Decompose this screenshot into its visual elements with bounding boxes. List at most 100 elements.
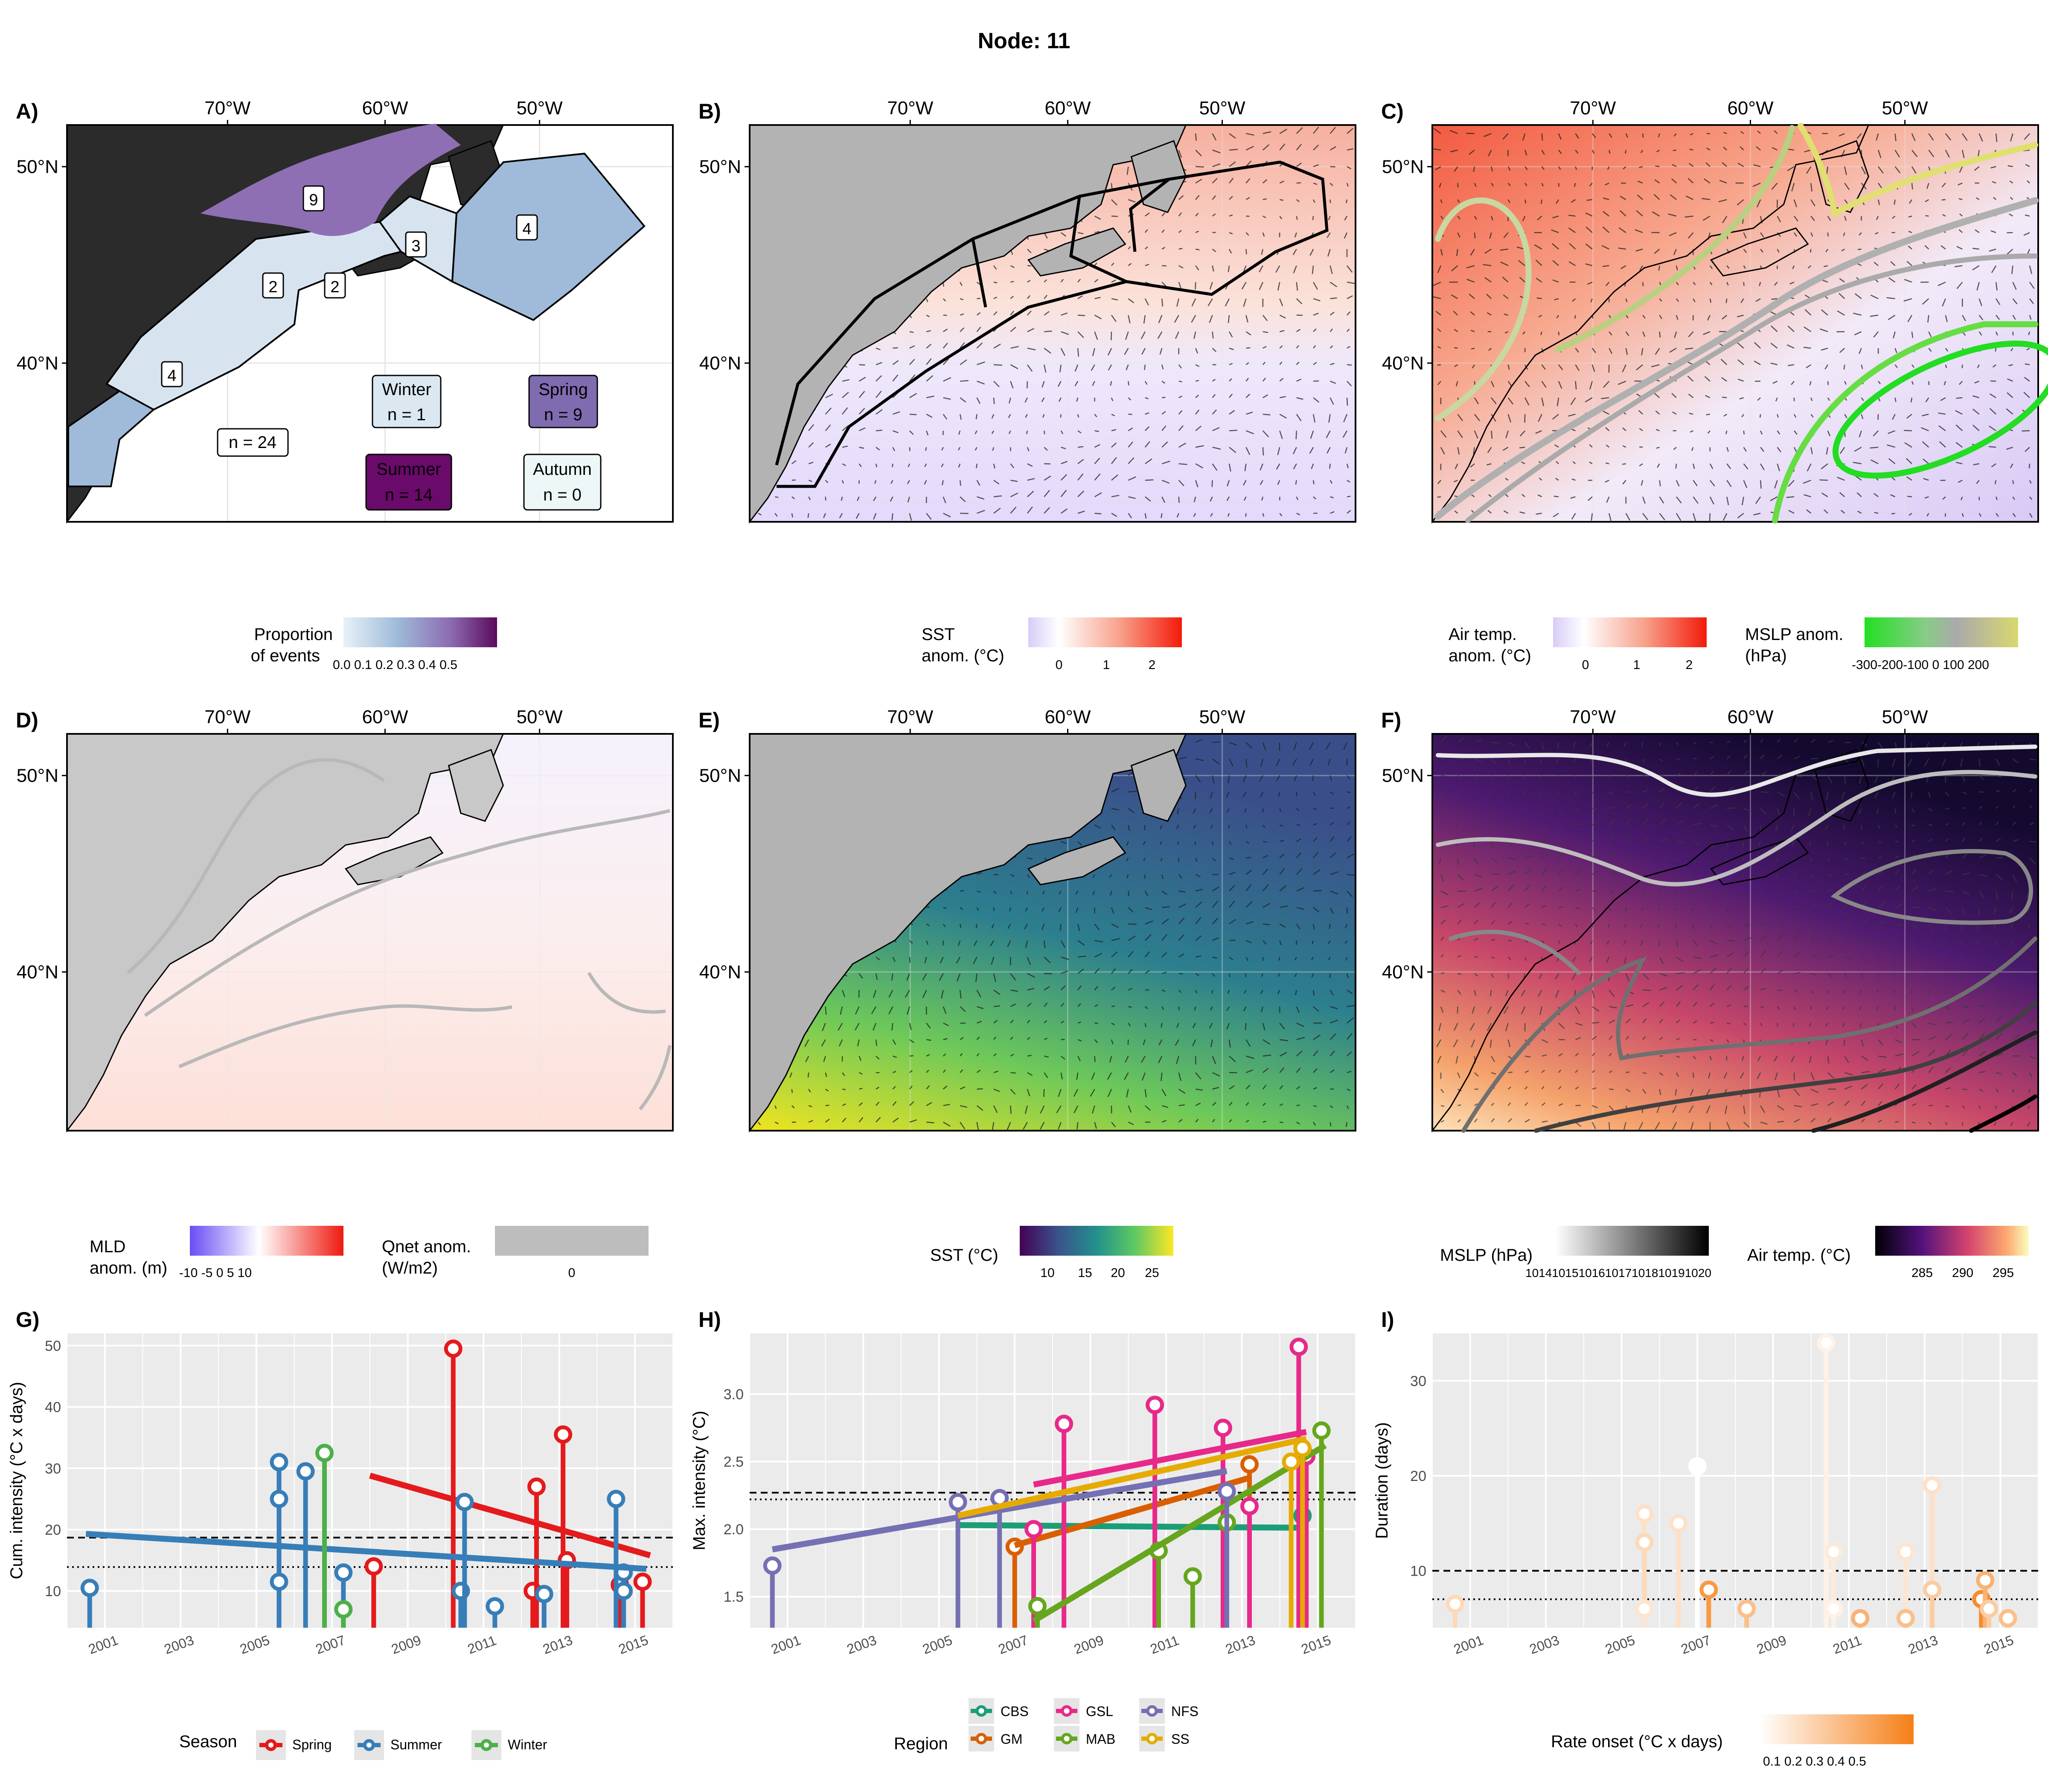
lat-tick-label: 50°N — [17, 765, 58, 786]
wind-arrow — [1794, 1119, 1800, 1123]
wind-arrow — [1911, 808, 1915, 813]
data-point — [633, 1572, 652, 1591]
wind-arrow — [1575, 1053, 1579, 1057]
wind-arrow — [1262, 940, 1267, 945]
wind-arrow — [1589, 973, 1593, 981]
wind-arrow — [1488, 150, 1492, 157]
wind-arrow — [1709, 984, 1715, 991]
wind-arrow — [1474, 414, 1481, 422]
wind-arrow — [1726, 1004, 1732, 1007]
wind-arrow — [1245, 430, 1254, 434]
wind-arrow — [1904, 279, 1912, 283]
legend-b-tick-1: 1 — [1103, 658, 1110, 672]
wind-arrow — [1145, 920, 1153, 925]
legend-key-point — [975, 1705, 987, 1717]
wind-arrow — [1010, 381, 1014, 389]
wind-arrow — [1279, 413, 1287, 419]
wind-arrow — [1227, 513, 1230, 517]
wind-arrow — [1827, 397, 1830, 401]
wind-arrow — [1904, 442, 1912, 448]
wind-arrow — [1777, 430, 1780, 435]
wind-arrow — [1609, 1006, 1617, 1009]
wind-arrow — [1676, 857, 1681, 863]
wind-arrow — [1894, 824, 1898, 828]
wind-arrow — [1059, 924, 1062, 931]
wind-arrow — [1929, 888, 1937, 892]
wind-arrow — [1541, 199, 1542, 204]
wind-arrow — [1347, 1017, 1354, 1024]
legend-key-point — [1061, 1733, 1073, 1745]
wind-arrow — [1640, 924, 1644, 928]
wind-arrow — [1753, 164, 1761, 167]
wind-arrow — [1010, 1003, 1016, 1007]
wind-arrow — [1945, 1034, 1953, 1040]
wind-arrow — [1077, 1003, 1081, 1007]
wind-arrow — [1940, 397, 1946, 401]
wind-arrow — [1212, 133, 1217, 141]
wind-arrow — [1094, 923, 1100, 931]
wind-arrow — [1330, 1019, 1338, 1024]
wind-arrow — [1839, 133, 1845, 137]
wind-arrow — [1659, 758, 1663, 762]
wind-arrow — [1978, 890, 1984, 899]
wind-arrow — [976, 397, 981, 404]
wind-arrow — [1557, 742, 1559, 749]
map-panel-mld: D) 70°W 60°W 50°W50°N40°N — [16, 707, 674, 1133]
wind-arrow — [1060, 1021, 1065, 1024]
wind-arrow — [1457, 1007, 1458, 1014]
wind-arrow — [807, 513, 809, 518]
wind-arrow — [1722, 396, 1727, 399]
wind-arrow — [960, 359, 967, 365]
wind-arrow — [1676, 802, 1682, 809]
wind-arrow — [1890, 261, 1896, 266]
wind-arrow — [825, 443, 831, 448]
wind-arrow — [1995, 133, 1998, 142]
wind-arrow — [1995, 891, 1999, 899]
wind-arrow — [2029, 513, 2033, 518]
wind-arrow — [1435, 166, 1441, 171]
wind-arrow — [1212, 758, 1220, 765]
lat-tick-label: 40°N — [17, 353, 58, 374]
wind-arrow — [1609, 907, 1611, 911]
wind-arrow — [1262, 430, 1269, 437]
legend-e-tick-3: 25 — [1145, 1266, 1159, 1280]
wind-arrow — [1347, 311, 1351, 316]
wind-arrow — [1245, 825, 1248, 829]
wind-arrow — [1856, 133, 1862, 139]
wind-arrow — [1726, 787, 1734, 793]
wind-arrow — [1710, 954, 1719, 958]
wind-arrow — [1676, 1056, 1680, 1058]
wind-arrow — [876, 375, 882, 382]
wind-arrow — [1044, 1020, 1047, 1024]
wind-arrow — [1294, 775, 1297, 782]
wind-arrow — [1294, 973, 1297, 977]
wind-arrow — [1821, 347, 1828, 351]
wind-arrow — [1555, 989, 1559, 998]
wind-arrow — [2010, 924, 2013, 929]
wind-arrow — [1474, 431, 1478, 439]
wind-arrow — [1229, 410, 1235, 415]
wind-arrow — [1642, 775, 1647, 777]
wind-arrow — [1329, 836, 1335, 842]
y-tick-label: 20 — [1410, 1468, 1426, 1484]
wind-arrow — [1844, 414, 1847, 419]
wind-arrow — [1775, 1072, 1778, 1080]
wind-arrow — [1242, 480, 1247, 486]
wind-arrow — [975, 973, 977, 982]
wind-arrow — [1212, 1072, 1220, 1077]
wind-arrow — [1263, 1039, 1271, 1045]
wind-arrow — [1263, 855, 1268, 858]
wind-arrow — [1976, 924, 1980, 930]
wind-arrow — [1195, 409, 1200, 415]
wind-arrow — [1245, 940, 1252, 943]
wind-arrow — [956, 957, 961, 964]
data-point — [1446, 1594, 1464, 1613]
wind-arrow — [1092, 348, 1095, 356]
wind-arrow — [1793, 414, 1797, 418]
wind-arrow — [789, 1072, 793, 1078]
wind-arrow — [1825, 1039, 1829, 1045]
wind-arrow — [1928, 838, 1932, 842]
wind-arrow — [925, 447, 927, 451]
wind-arrow — [1743, 463, 1748, 470]
wind-arrow — [1589, 461, 1593, 464]
